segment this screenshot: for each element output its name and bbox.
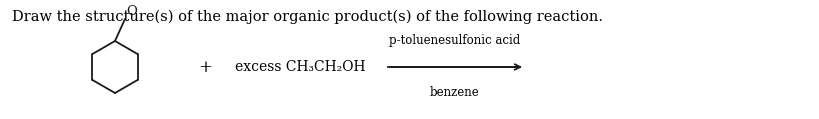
Text: O: O	[126, 5, 137, 18]
Text: Draw the structure(s) of the major organic product(s) of the following reaction.: Draw the structure(s) of the major organ…	[12, 10, 603, 24]
Text: benzene: benzene	[430, 86, 480, 99]
Text: p-toluenesulfonic acid: p-toluenesulfonic acid	[389, 34, 521, 47]
Text: excess CH₃CH₂OH: excess CH₃CH₂OH	[235, 60, 365, 74]
Text: +: +	[198, 59, 212, 75]
